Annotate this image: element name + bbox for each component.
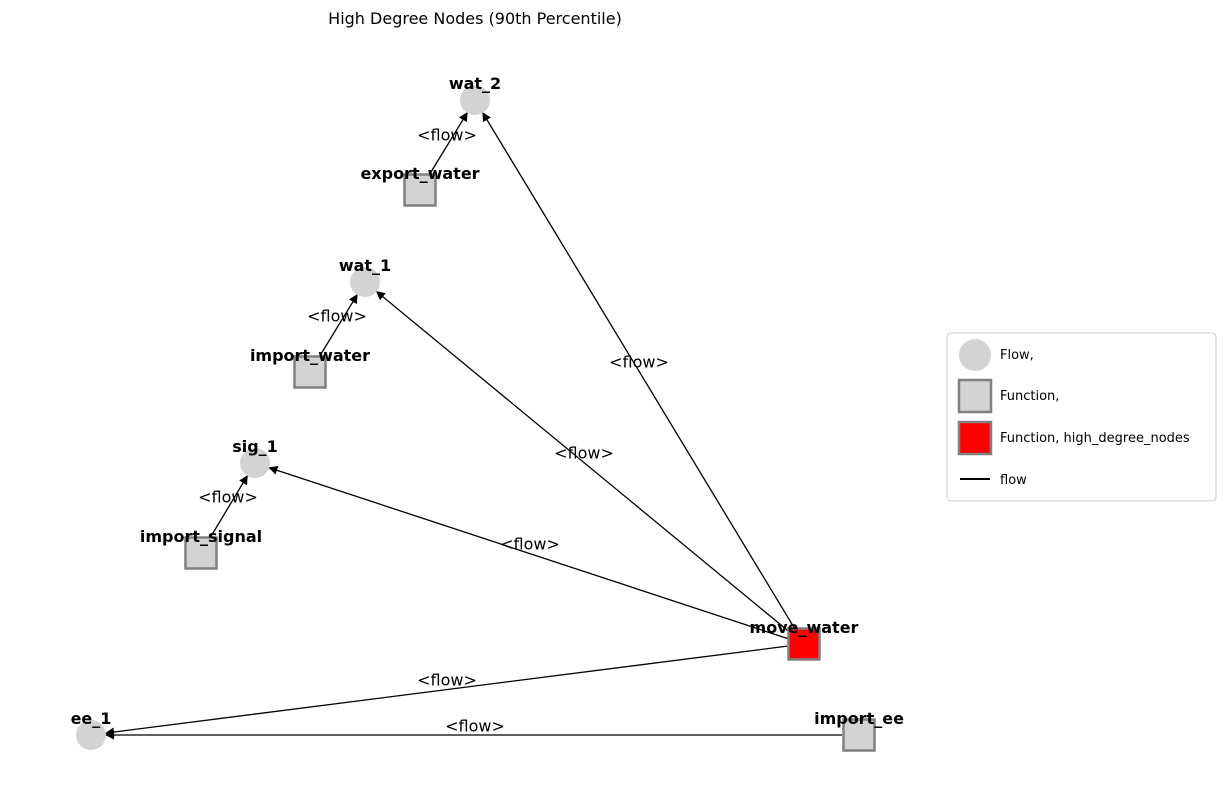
edge-labels-layer: <flow> <flow> <flow> <flow> <flow> <flow> <flo… bbox=[198, 126, 669, 736]
node-export_water bbox=[403, 173, 437, 207]
edge-label-move_water-to-wat_2: <flow> bbox=[609, 353, 669, 372]
edge-move_water-to-wat_1 bbox=[375, 290, 792, 634]
legend-edge-label: flow bbox=[1000, 473, 1027, 488]
edge-label-move_water-to-ee_1: <flow> bbox=[417, 671, 477, 690]
edge-label-import_ee-to-ee_1: <flow> bbox=[445, 717, 505, 736]
legend-flow-marker bbox=[959, 339, 991, 371]
edge-import_signal-to-sig_1 bbox=[209, 475, 248, 539]
legend-function-label: Function, bbox=[1000, 389, 1059, 404]
legend-high-degree-marker bbox=[957, 420, 993, 456]
edge-export_water-to-wat_2 bbox=[428, 112, 468, 176]
edge-import_water-to-wat_1 bbox=[318, 294, 358, 358]
edge-move_water-to-sig_1 bbox=[268, 465, 789, 640]
node-label-ee_1: ee_1 bbox=[71, 709, 112, 728]
node-label-sig_1: sig_1 bbox=[232, 437, 278, 456]
edge-label-move_water-to-wat_1: <flow> bbox=[554, 444, 614, 463]
node-label-import_signal: import_signal bbox=[140, 527, 262, 546]
node-wat_2 bbox=[460, 85, 490, 115]
edge-label-export_water-to-wat_2: <flow> bbox=[417, 126, 477, 145]
legend-high-degree-label: Function, high_degree_nodes bbox=[1000, 431, 1190, 446]
node-label-import_ee: import_ee bbox=[814, 709, 904, 728]
node-wat_1 bbox=[350, 267, 380, 297]
edges-layer bbox=[104, 112, 842, 740]
legend-frame bbox=[946, 332, 1217, 502]
diagram-title: High Degree Nodes (90th Percentile) bbox=[328, 9, 622, 28]
node-labels-layer: wat_2 export_water wat_1 import_water sig_1i… bbox=[71, 74, 904, 728]
edge-move_water-to-ee_1 bbox=[104, 645, 788, 737]
edge-label-move_water-to-sig_1: <flow> bbox=[500, 535, 560, 554]
edge-move_water-to-wat_2 bbox=[482, 112, 796, 630]
node-label-export_water: export_water bbox=[360, 164, 479, 183]
node-label-import_water: import_water bbox=[250, 346, 370, 365]
node-move_water bbox=[787, 627, 821, 661]
node-import_water bbox=[293, 355, 327, 389]
legend-function-marker bbox=[957, 378, 993, 414]
node-label-wat_2: wat_2 bbox=[449, 74, 501, 93]
node-sig_1 bbox=[240, 448, 270, 478]
legend-flow-label: Flow, bbox=[1000, 348, 1034, 363]
legend: Flow, Function, Function, high_degree_no… bbox=[946, 332, 1217, 502]
node-label-move_water: move_water bbox=[750, 618, 859, 637]
node-import_ee bbox=[842, 718, 876, 752]
node-ee_1 bbox=[76, 720, 106, 750]
node-label-wat_1: wat_1 bbox=[339, 256, 391, 275]
nodes-layer bbox=[76, 85, 876, 752]
node-import_signal bbox=[184, 536, 218, 570]
edge-label-import_water-to-wat_1: <flow> bbox=[307, 307, 367, 326]
edge-label-import_signal-to-sig_1: <flow> bbox=[198, 488, 258, 507]
